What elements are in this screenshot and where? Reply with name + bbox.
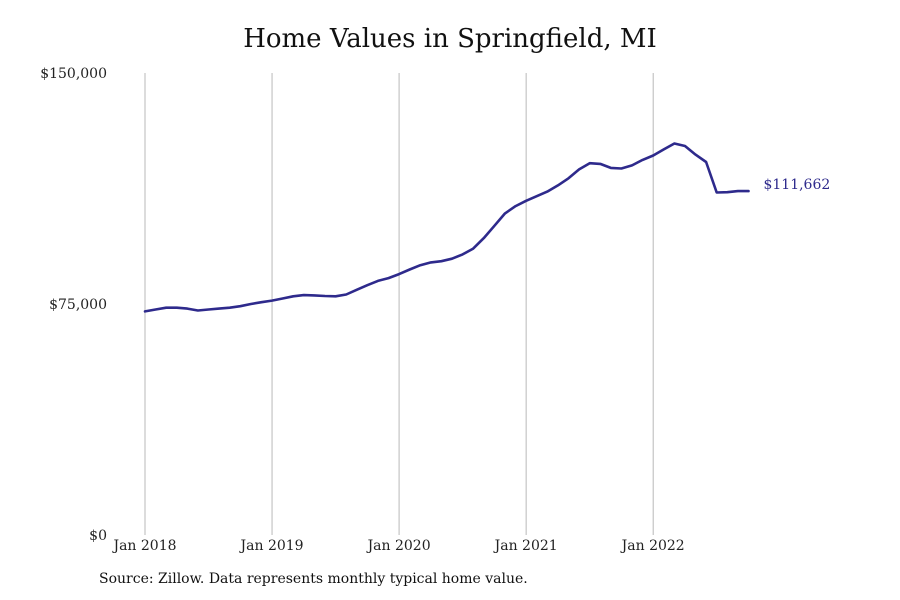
x-tick-label: Jan 2019: [239, 538, 304, 554]
source-note: Source: Zillow. Data represents monthly …: [99, 571, 528, 587]
y-tick-label: $75,000: [49, 297, 107, 313]
y-tick-label: $150,000: [40, 66, 107, 82]
y-tick-label: $0: [89, 528, 107, 544]
chart-title: Home Values in Springfield, MI: [243, 24, 657, 54]
x-axis-ticks: Jan 2018 Jan 2019 Jan 2020 Jan 2021 Jan 2022: [111, 538, 684, 554]
x-tick-label: Jan 2021: [493, 538, 558, 554]
x-tick-label: Jan 2018: [111, 538, 176, 554]
x-tick-label: Jan 2020: [366, 538, 431, 554]
series-line: [143, 142, 750, 313]
x-tick-label: Jan 2022: [620, 538, 685, 554]
y-axis-ticks: $0 $75,000 $150,000: [40, 66, 107, 544]
end-value-label: $111,662: [763, 177, 830, 193]
grid-lines: [144, 73, 654, 535]
